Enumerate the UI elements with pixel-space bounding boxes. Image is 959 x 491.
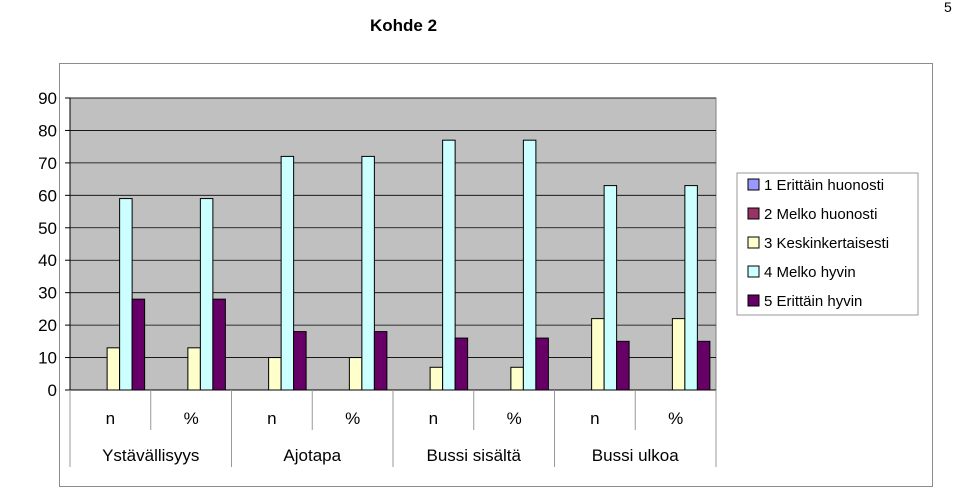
- legend-swatch: [747, 207, 760, 220]
- y-tick-label: 90: [38, 89, 57, 108]
- bar: [522, 139, 537, 391]
- y-tick-label: 80: [38, 121, 57, 140]
- bar: [671, 318, 686, 391]
- bar: [293, 331, 307, 391]
- bar: [187, 347, 201, 391]
- y-tick-label: 50: [38, 219, 57, 238]
- legend-swatch: [747, 236, 760, 249]
- bars: [106, 139, 711, 391]
- x-tick-label: %: [345, 409, 360, 428]
- x-tick-label: n: [429, 409, 438, 428]
- x-tick-label: n: [590, 409, 599, 428]
- bar: [591, 318, 605, 391]
- legend-swatch: [747, 178, 760, 191]
- legend-swatch: [747, 294, 760, 307]
- legend: 1 Erittäin huonosti 2 Melko huonosti 3 Kes…: [736, 172, 919, 316]
- page-number: 5: [944, 0, 952, 15]
- group-label: Bussi sisältä: [427, 446, 522, 465]
- bar: [348, 357, 363, 391]
- chart-frame: [59, 63, 933, 487]
- bar: [510, 366, 524, 391]
- bar: [535, 337, 549, 391]
- bar: [603, 185, 618, 391]
- bar: [616, 340, 630, 391]
- x-tick-label: %: [507, 409, 522, 428]
- bar: [696, 340, 711, 391]
- legend-label: 4 Melko hyvin: [764, 264, 856, 281]
- x-axis: n% n% n% n % Ystävällisyys Ajotapa Bussi sisält…: [69, 389, 717, 467]
- legend-label: 2 Melko huonosti: [764, 206, 877, 223]
- bar: [199, 198, 214, 391]
- bar: [131, 298, 146, 391]
- legend-label: 1 Erittäin huonosti: [764, 177, 884, 194]
- legend-label: 3 Keskinkertaisesti: [764, 235, 889, 252]
- bar: [268, 357, 282, 391]
- chart-title: Kohde 2: [370, 16, 438, 35]
- y-tick-label: 40: [38, 251, 57, 270]
- bar: [212, 298, 226, 391]
- group-label: Bussi ulkoa: [592, 446, 679, 465]
- x-tick-label: n: [106, 409, 115, 428]
- bar: [684, 185, 698, 391]
- bar: [442, 139, 456, 391]
- group-label: Ajotapa: [283, 446, 341, 465]
- y-tick-label: 70: [38, 154, 57, 173]
- bar: [429, 366, 444, 391]
- y-tick-label: 0: [48, 381, 57, 400]
- y-axis: 0 10 20 30 40 50 60 70 80 90: [38, 89, 71, 400]
- x-tick-label: %: [184, 409, 199, 428]
- group-label: Ystävällisyys: [102, 446, 199, 465]
- x-tick-label: %: [668, 409, 683, 428]
- bar: [454, 337, 469, 391]
- bar: [280, 155, 295, 391]
- bar: [373, 331, 388, 391]
- bar: [119, 198, 133, 391]
- bar: [106, 347, 121, 391]
- legend-label: 5 Erittäin hyvin: [764, 293, 862, 310]
- x-tick-label: n: [267, 409, 276, 428]
- y-tick-label: 20: [38, 316, 57, 335]
- y-tick-label: 30: [38, 284, 57, 303]
- legend-box: [736, 172, 919, 316]
- bar: [361, 155, 375, 391]
- legend-swatch: [747, 265, 760, 278]
- y-tick-label: 10: [38, 349, 57, 368]
- y-tick-label: 60: [38, 186, 57, 205]
